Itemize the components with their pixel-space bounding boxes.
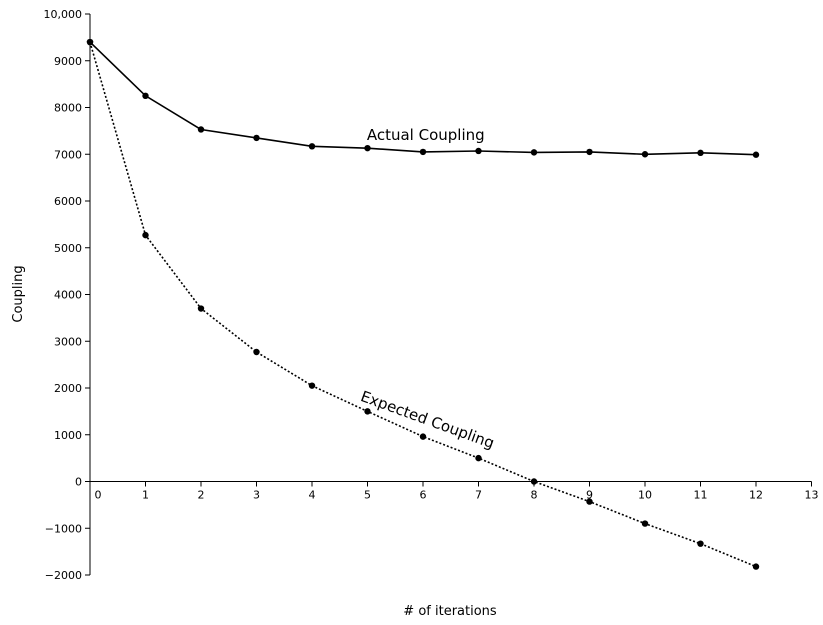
y-tick-label: 8000	[54, 102, 82, 115]
y-tick-label: 3000	[54, 335, 82, 348]
x-tick-label: 8	[531, 489, 538, 502]
y-axis-title: Coupling	[11, 265, 26, 322]
y-tick-label: 0	[75, 476, 82, 489]
x-axis-title: # of iterations	[403, 604, 497, 619]
expected-coupling-label: Expected Coupling	[358, 387, 496, 452]
data-point-actual	[253, 134, 260, 142]
data-point-expected	[752, 563, 760, 570]
y-tick-label: 6000	[54, 195, 82, 208]
y-tick-label: −2000	[45, 569, 82, 582]
x-tick-label: 10	[638, 489, 652, 502]
x-tick-label: 5	[364, 489, 371, 502]
data-point-expected	[697, 540, 704, 547]
data-point-actual	[197, 126, 205, 133]
data-point-expected	[475, 454, 482, 462]
x-tick-label: 1	[142, 489, 149, 502]
data-point-expected	[364, 408, 371, 415]
data-point-actual	[308, 143, 316, 150]
y-tick-label: 1000	[54, 429, 82, 442]
data-point-expected	[308, 382, 316, 389]
data-point-actual	[419, 148, 427, 156]
points-layer	[86, 38, 760, 570]
y-tick-label: 9000	[54, 55, 82, 68]
y-tick-label: 5000	[54, 242, 82, 255]
data-point-actual	[142, 92, 149, 100]
data-point-expected	[142, 231, 149, 239]
actual-coupling-label: Actual Coupling	[367, 126, 485, 144]
x-tick-label: 7	[475, 489, 482, 502]
data-point-actual	[530, 149, 538, 156]
y-tick-label: −1000	[45, 522, 82, 535]
data-point-expected	[197, 305, 205, 312]
x-tick-label: 2	[198, 489, 205, 502]
x-tick-label: 3	[253, 489, 260, 502]
x-tick-label: 0	[95, 489, 102, 502]
x-tick-label: 9	[586, 489, 593, 502]
axes: 10,0009000800070006000500040003000200010…	[44, 8, 819, 582]
data-point-actual	[641, 151, 649, 158]
x-tick-label: 6	[420, 489, 427, 502]
x-tick-label: 4	[309, 489, 316, 502]
data-point-actual	[586, 148, 593, 156]
data-point-expected	[253, 348, 260, 356]
data-point-expected	[641, 520, 649, 527]
data-point-actual	[752, 151, 760, 158]
annotations: Actual Coupling Expected Coupling	[358, 126, 496, 452]
x-tick-label: 12	[749, 489, 763, 502]
x-tick-label: 11	[694, 489, 708, 502]
data-point-actual	[475, 147, 482, 155]
data-point-actual	[697, 149, 704, 157]
y-tick-label: 2000	[54, 382, 82, 395]
data-point-expected	[530, 478, 538, 485]
data-point-expected	[586, 498, 593, 505]
data-point-expected	[86, 38, 94, 46]
x-tick-label: 13	[805, 489, 819, 502]
data-point-expected	[419, 433, 427, 440]
y-tick-label: 4000	[54, 289, 82, 302]
data-point-actual	[364, 144, 371, 152]
y-tick-label: 7000	[54, 148, 82, 161]
y-tick-label: 10,000	[44, 8, 83, 21]
